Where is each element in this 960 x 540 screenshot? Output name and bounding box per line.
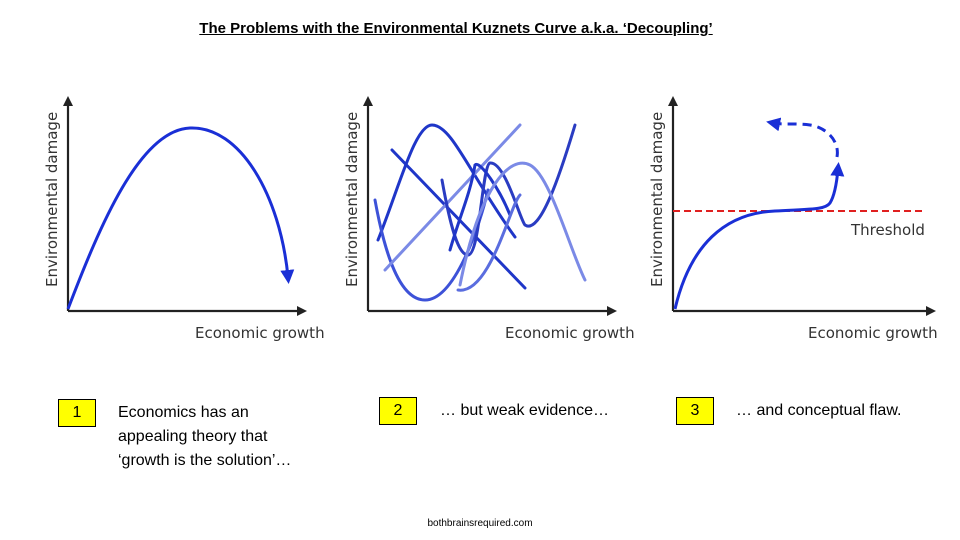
- evidence-line-7: [458, 161, 587, 287]
- y-axis-label: Environmental damage: [43, 112, 61, 287]
- chart-panel-3: Threshold Environmental damage Economic …: [648, 96, 938, 342]
- page-title: The Problems with the Environmental Kuzn…: [199, 20, 713, 37]
- threshold-label: Threshold: [850, 221, 925, 239]
- y-axis-label: Environmental damage: [648, 112, 666, 287]
- caption-1-line: appealing theory that: [118, 428, 268, 445]
- badge-2: 2: [379, 397, 417, 425]
- badge-3: 3: [676, 397, 714, 425]
- dashed-return-curve: [766, 117, 839, 158]
- x-axis-label: Economic growth: [195, 324, 325, 342]
- evidence-line-5: [440, 123, 577, 257]
- badge-1: 1: [58, 399, 96, 427]
- evidence-line-4: [383, 123, 522, 272]
- growth-curve: [673, 162, 845, 310]
- caption-1: Economics has an appealing theory that ‘…: [118, 401, 291, 473]
- x-axis-label: Economic growth: [808, 324, 938, 342]
- chart-panel-2: Environmental damage Economic growth: [343, 96, 635, 342]
- evidence-line-8: [456, 193, 522, 292]
- evidence-line-6: [448, 163, 512, 252]
- caption-1-line: Economics has an: [118, 404, 249, 421]
- kuznets-curve: [66, 126, 295, 310]
- caption-3: … and conceptual flaw.: [736, 402, 902, 419]
- caption-2: … but weak evidence…: [440, 402, 609, 419]
- evidence-line-1: [376, 123, 517, 242]
- chart-panel-1: Environmental damage Economic growth: [43, 96, 325, 342]
- caption-1-line: ‘growth is the solution’…: [118, 452, 292, 469]
- y-axis-label: Environmental damage: [343, 112, 361, 287]
- x-axis-label: Economic growth: [505, 324, 635, 342]
- footer-credit: bothbrainsrequired.com: [427, 518, 533, 529]
